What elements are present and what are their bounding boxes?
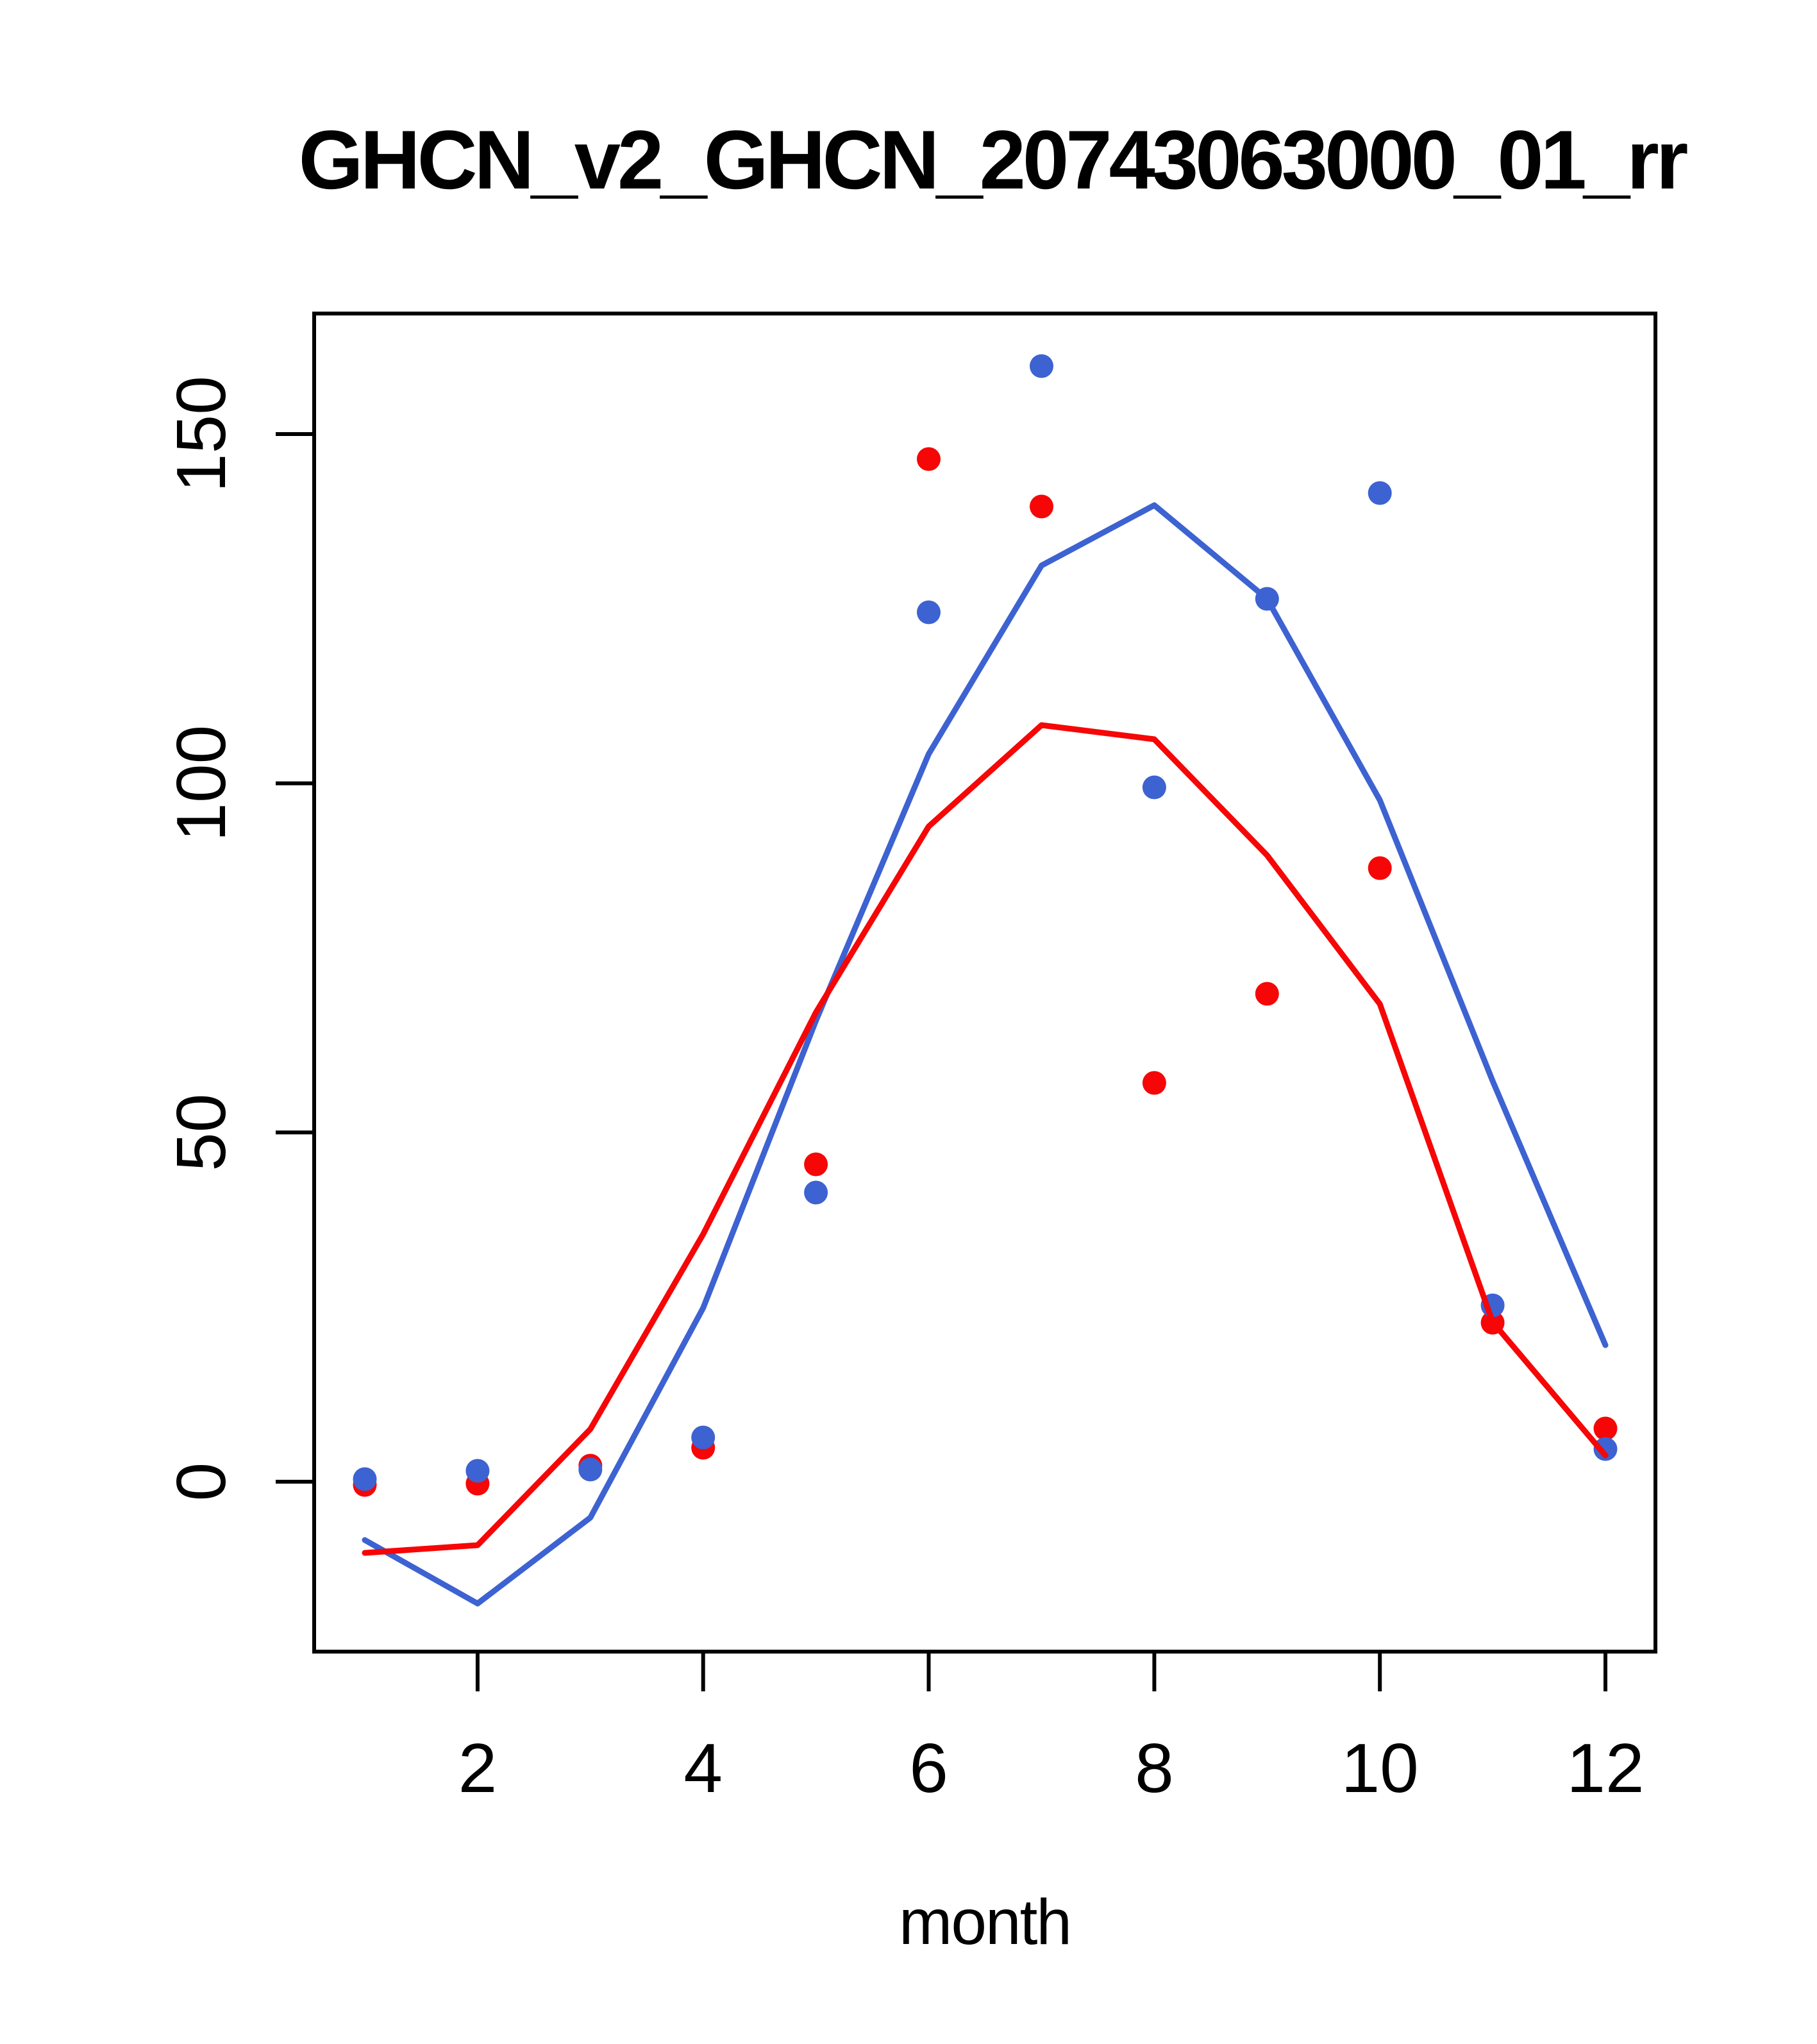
- svg-text:50: 50: [162, 1094, 240, 1171]
- svg-text:10: 10: [1341, 1729, 1419, 1807]
- svg-text:150: 150: [162, 376, 240, 492]
- svg-text:0: 0: [162, 1462, 240, 1502]
- svg-text:12: 12: [1566, 1729, 1644, 1807]
- svg-text:4: 4: [683, 1729, 723, 1807]
- svg-text:month: month: [899, 1886, 1071, 1958]
- svg-text:GHCN_v2_GHCN_20743063000_01_rr: GHCN_v2_GHCN_20743063000_01_rr: [299, 113, 1687, 206]
- svg-text:100: 100: [162, 725, 240, 842]
- svg-text:6: 6: [909, 1729, 948, 1807]
- svg-text:8: 8: [1135, 1729, 1174, 1807]
- svg-text:2: 2: [458, 1729, 498, 1807]
